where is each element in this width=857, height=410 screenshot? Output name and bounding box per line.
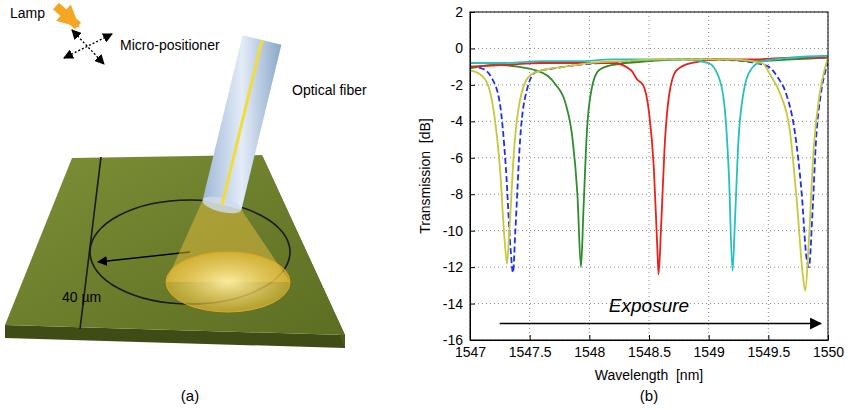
positioner-arrow (72, 30, 104, 64)
fiber-core (222, 40, 262, 205)
lamp-arrow (56, 6, 78, 26)
plot-frame (470, 12, 828, 340)
tick-mark (530, 335, 531, 340)
grid-line (470, 267, 828, 268)
tick-label: 1548.5 (628, 344, 671, 360)
tick-mark (470, 304, 475, 305)
axis-line (470, 13, 471, 341)
x-axis-title: Wavelength [nm] (595, 367, 703, 383)
tick: 0 (455, 40, 475, 56)
series-line (470, 58, 828, 268)
tick: -8 (451, 186, 475, 202)
figure-svg: Lamp Micro-positioner Optical fiber 40 µm (a… (0, 0, 857, 410)
annotation: Exposure (609, 295, 689, 316)
tick-label: 2 (455, 4, 463, 20)
tick-mark (470, 194, 475, 195)
lamp-label: Lamp (10, 5, 45, 21)
radius-label: 40 µm (62, 289, 101, 305)
tick-mark (470, 48, 475, 49)
fiber-label: Optical fiber (292, 82, 367, 98)
tick: 1549 (694, 335, 725, 360)
tick-label: -6 (451, 150, 464, 166)
grid-line (470, 48, 828, 49)
tick-mark (828, 335, 829, 340)
tick: -2 (451, 77, 475, 93)
slab-top (5, 155, 345, 335)
tick: 1549.5 (747, 335, 790, 360)
panel-b: 15471547.515481548.515491549.51550-16-14… (417, 4, 844, 404)
tick-mark (470, 12, 475, 13)
tick-mark (589, 335, 590, 340)
panel-a: Lamp Micro-positioner Optical fiber 40 µm (a… (5, 5, 367, 404)
tick-mark (470, 121, 475, 122)
positioner-label: Micro-positioner (120, 37, 220, 53)
tick: -14 (443, 296, 475, 312)
series-line (470, 58, 828, 291)
tick: 2 (455, 4, 475, 20)
tick: -16 (443, 332, 475, 348)
tick-label: 1547.5 (509, 344, 552, 360)
figure: Lamp Micro-positioner Optical fiber 40 µm (a… (0, 0, 857, 410)
grid-line (470, 230, 828, 231)
tick-label: 1549.5 (747, 344, 790, 360)
tick-label: -16 (443, 332, 463, 348)
panel-label: (a) (181, 387, 199, 404)
tick-mark (649, 335, 650, 340)
tick-mark (768, 335, 769, 340)
tick-label: -8 (451, 186, 464, 202)
tick: -10 (443, 223, 475, 239)
tick-label: -12 (443, 259, 463, 275)
series-line (470, 58, 828, 275)
y-axis: -16 -14 -12 -10 -8 -6 -4 -2 0 2 (443, 4, 475, 348)
tick-mark (470, 158, 475, 159)
tick-label: -4 (451, 113, 464, 129)
grid-line (470, 157, 828, 158)
x-axis: 15471547.515481548.515491549.51550 (455, 335, 844, 360)
tick: 1548 (574, 335, 605, 360)
tick: -6 (451, 150, 475, 166)
fiber-body (203, 35, 282, 209)
tick: -4 (451, 113, 475, 129)
tick: 1550 (813, 335, 844, 360)
tick-label: 0 (455, 40, 463, 56)
tick: -12 (443, 259, 475, 275)
tick: 1547.5 (509, 335, 552, 360)
grid (470, 12, 828, 340)
tick-mark (470, 267, 475, 268)
tick-label: -14 (443, 296, 463, 312)
lines (470, 56, 828, 291)
positioner-arrow (64, 34, 112, 58)
tick-label: 1548 (574, 344, 605, 360)
panel-label: (b) (640, 387, 658, 404)
grid-line (708, 12, 709, 340)
light-spot (166, 252, 290, 312)
plot-background (470, 12, 828, 340)
series-line (470, 59, 828, 272)
tick-mark (709, 335, 710, 340)
tick-label: 1550 (813, 344, 844, 360)
tick-label: -10 (443, 223, 463, 239)
tick-mark (470, 85, 475, 86)
y-axis-title: Transmission [dB] (417, 118, 433, 233)
grid-line (470, 121, 828, 122)
tick-mark (470, 231, 475, 232)
exposure-arrow (500, 323, 821, 325)
grid-line (470, 194, 828, 195)
tick-mark (470, 340, 475, 341)
tick-label: 1549 (694, 344, 725, 360)
axis-line (471, 340, 829, 341)
tick-label: -2 (451, 77, 464, 93)
tick: 1548.5 (628, 335, 671, 360)
